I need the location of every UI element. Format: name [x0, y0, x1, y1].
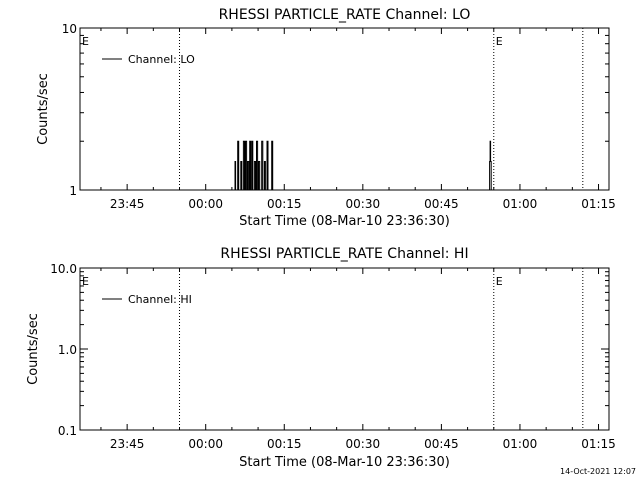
x-tick-label: 01:15 — [581, 197, 616, 211]
y-tick-label: 1 — [69, 184, 77, 198]
x-tick-label: 00:30 — [346, 197, 381, 211]
y-tick-label: 10 — [62, 22, 77, 36]
x-tick-label: 01:00 — [503, 437, 538, 451]
x-tick-label: 00:00 — [188, 197, 223, 211]
x-tick-label: 00:45 — [424, 197, 459, 211]
series-line — [234, 140, 492, 191]
y-tick-label: 1.0 — [58, 343, 77, 357]
x-axis-label: Start Time (08-Mar-10 23:36:30) — [239, 455, 450, 470]
x-tick-label: 23:45 — [110, 437, 145, 451]
x-tick-label: 23:45 — [110, 197, 145, 211]
panel-hi: RHESSI PARTICLE_RATE Channel: HI 23:45 00:… — [26, 246, 616, 470]
x-tick-label: 00:00 — [188, 437, 223, 451]
panel-lo: RHESSI PARTICLE_RATE Channel: LO 23:45 00:… — [36, 7, 616, 229]
x-axis-label: Start Time (08-Mar-10 23:36:30) — [239, 214, 450, 229]
x-tick-label: 00:30 — [346, 437, 381, 451]
chart-title: RHESSI PARTICLE_RATE Channel: HI — [220, 246, 468, 262]
eclipse-marker-label: E — [496, 35, 503, 48]
x-tick-label: 01:15 — [581, 437, 616, 451]
eclipse-marker-label: E — [82, 275, 89, 288]
legend-label: Channel: HI — [128, 293, 192, 306]
x-tick-label: 00:15 — [267, 197, 302, 211]
x-tick-label: 00:15 — [267, 437, 302, 451]
y-axis-label: Counts/sec — [36, 73, 51, 145]
y-tick-label: 10.0 — [50, 262, 77, 276]
eclipse-marker-label: E — [496, 275, 503, 288]
y-tick-label: 0.1 — [58, 424, 77, 438]
chart-title: RHESSI PARTICLE_RATE Channel: LO — [219, 7, 471, 23]
x-tick-label: 01:00 — [503, 197, 538, 211]
footer-timestamp: 14-Oct-2021 12:07 — [560, 467, 636, 476]
legend-label: Channel: LO — [128, 53, 195, 66]
eclipse-marker-label: E — [82, 35, 89, 48]
y-axis-label: Counts/sec — [26, 313, 41, 385]
x-tick-label: 00:45 — [424, 437, 459, 451]
